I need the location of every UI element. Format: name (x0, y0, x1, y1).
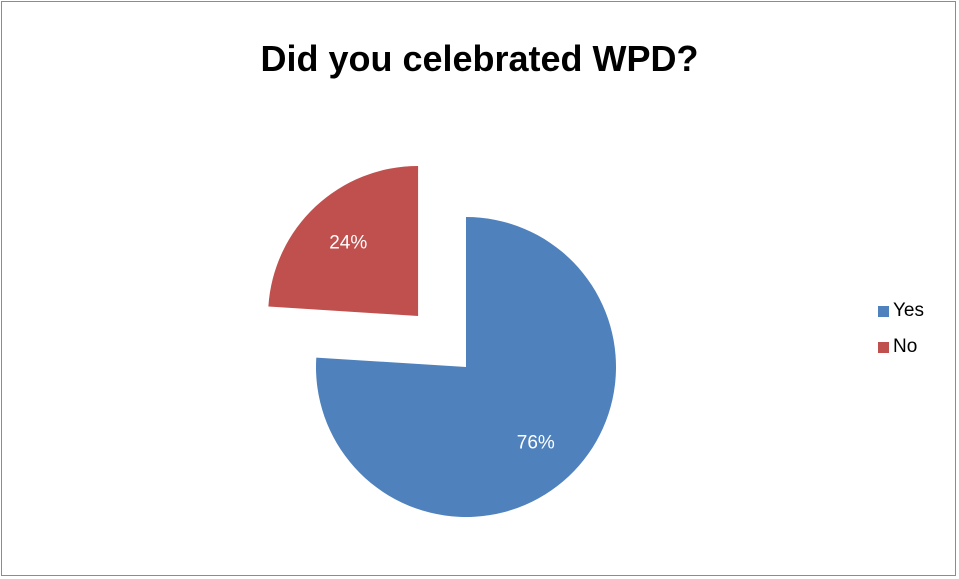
legend-swatch-yes (878, 305, 889, 317)
chart-title: Did you celebrated WPD? (260, 38, 699, 79)
legend-item-yes: Yes (878, 300, 924, 322)
legend-swatch-no (878, 341, 889, 353)
data-label-yes: 76% (517, 432, 555, 453)
legend: Yes No (878, 300, 924, 372)
legend-label-yes: Yes (893, 300, 924, 321)
legend-item-no: No (878, 336, 924, 358)
pie-slice-yes (316, 217, 616, 517)
pie-slice-no (268, 165, 419, 316)
data-label-no: 24% (329, 233, 367, 254)
legend-label-no: No (893, 336, 918, 357)
